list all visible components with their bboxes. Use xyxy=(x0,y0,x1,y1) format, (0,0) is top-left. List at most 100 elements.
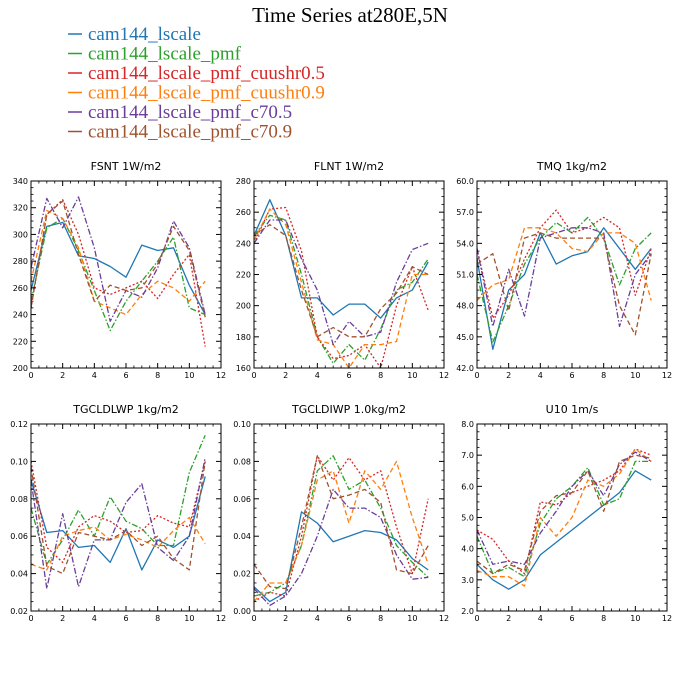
series-line xyxy=(254,208,429,368)
series-line xyxy=(31,461,206,564)
x-tick-label: 2 xyxy=(506,371,511,380)
series-line xyxy=(477,232,652,336)
series-line xyxy=(31,199,206,347)
series-line xyxy=(477,451,652,565)
y-tick-label: 0.02 xyxy=(10,607,28,616)
legend-label: cam144_lscale_pmf xyxy=(88,44,242,65)
series-line xyxy=(31,434,206,565)
legend-label: cam144_lscale_pmf_c70.9 xyxy=(88,122,292,143)
x-tick-label: 2 xyxy=(506,614,511,623)
x-tick-label: 4 xyxy=(538,371,543,380)
y-tick-label: 0.12 xyxy=(10,420,28,429)
panel-title: TMQ 1kg/m2 xyxy=(536,160,607,173)
x-tick-label: 6 xyxy=(569,614,574,623)
x-tick-label: 8 xyxy=(378,371,383,380)
series-group xyxy=(31,434,206,590)
y-tick-label: 220 xyxy=(13,337,28,346)
y-tick-label: 0.06 xyxy=(10,532,28,541)
panel: U10 1m/s 0 2 4 6 8 10 12 2.0 3.0 4.0 5.0 6.0 7.0 8.0 xyxy=(461,403,672,623)
series-line xyxy=(254,511,429,603)
y-tick-label: 7.0 xyxy=(461,451,474,460)
y-tick-label: 240 xyxy=(13,311,28,320)
x-tick-label: 2 xyxy=(60,371,65,380)
x-tick-label: 2 xyxy=(283,371,288,380)
series-line xyxy=(477,460,652,578)
y-tick-label: 260 xyxy=(13,284,28,293)
series-line xyxy=(31,209,206,316)
plot-frame xyxy=(30,180,222,369)
legend-label: cam144_lscale xyxy=(88,24,201,45)
x-tick-label: 12 xyxy=(662,371,672,380)
series-line xyxy=(254,455,429,590)
x-tick-label: 8 xyxy=(155,371,160,380)
x-tick-label: 0 xyxy=(28,371,33,380)
x-tick-label: 6 xyxy=(123,371,128,380)
series-line xyxy=(254,206,429,368)
series-line xyxy=(31,457,206,590)
series-line xyxy=(31,217,206,332)
x-tick-label: 0 xyxy=(474,371,479,380)
y-tick-label: 180 xyxy=(236,333,251,342)
y-tick-label: 280 xyxy=(13,257,28,266)
series-group xyxy=(477,209,652,350)
legend-label: cam144_lscale_pmf_c70.5 xyxy=(88,102,292,123)
plot-frame xyxy=(476,180,668,369)
y-tick-label: 6.0 xyxy=(461,482,474,491)
series-line xyxy=(254,488,429,607)
x-tick-label: 10 xyxy=(184,614,194,623)
series-line xyxy=(477,209,652,319)
panel-title: FSNT 1W/m2 xyxy=(91,160,162,173)
series-line xyxy=(31,196,206,322)
series-line xyxy=(31,461,206,575)
series-line xyxy=(477,227,652,328)
series-line xyxy=(254,199,429,319)
y-tick-label: 260 xyxy=(236,208,251,217)
panel-title: TGCLDLWP 1kg/m2 xyxy=(72,403,178,416)
x-tick-label: 10 xyxy=(630,614,640,623)
x-tick-label: 6 xyxy=(346,371,351,380)
series-line xyxy=(477,454,652,575)
x-tick-label: 12 xyxy=(439,371,449,380)
y-tick-label: 0.08 xyxy=(233,457,251,466)
y-tick-label: 54.0 xyxy=(456,239,474,248)
y-tick-label: 160 xyxy=(236,364,251,373)
y-tick-label: 240 xyxy=(236,239,251,248)
series-group xyxy=(254,455,429,607)
x-tick-label: 6 xyxy=(569,371,574,380)
y-tick-label: 220 xyxy=(236,271,251,280)
y-tick-label: 0.10 xyxy=(233,420,251,429)
series-line xyxy=(477,470,652,590)
y-tick-label: 48.0 xyxy=(456,302,474,311)
series-line xyxy=(254,214,429,364)
y-tick-label: 8.0 xyxy=(461,420,474,429)
x-tick-label: 12 xyxy=(662,614,672,623)
y-tick-label: 0.06 xyxy=(233,495,251,504)
y-tick-label: 0.00 xyxy=(233,607,251,616)
y-tick-label: 3.0 xyxy=(461,576,474,585)
x-tick-label: 8 xyxy=(601,371,606,380)
panel-title: TGCLDIWP 1.0kg/m2 xyxy=(291,403,406,416)
y-tick-label: 340 xyxy=(13,177,28,186)
legend-label: cam144_lscale_pmf_cuushr0.9 xyxy=(88,83,325,104)
y-tick-label: 5.0 xyxy=(461,514,474,523)
panel: TGCLDIWP 1.0kg/m2 0 2 4 6 8 10 12 0.00 0.02 0.04 0.… xyxy=(233,403,449,623)
y-tick-label: 2.0 xyxy=(461,607,474,616)
panel-title: FLNT 1W/m2 xyxy=(314,160,384,173)
y-tick-label: 57.0 xyxy=(456,208,474,217)
x-tick-label: 12 xyxy=(216,614,226,623)
x-tick-label: 2 xyxy=(60,614,65,623)
y-tick-label: 200 xyxy=(236,302,251,311)
panel: FSNT 1W/m2 0 2 4 6 8 10 12 200 220 240 260 280 300 320… xyxy=(13,160,226,380)
panel-title: U10 1m/s xyxy=(546,403,599,416)
x-tick-label: 4 xyxy=(92,614,97,623)
figure-title: Time Series at280E,5N xyxy=(252,3,448,27)
x-tick-label: 4 xyxy=(315,371,320,380)
y-tick-label: 300 xyxy=(13,230,28,239)
y-tick-label: 42.0 xyxy=(456,364,474,373)
y-tick-label: 45.0 xyxy=(456,333,474,342)
x-tick-label: 0 xyxy=(251,371,256,380)
series-line xyxy=(31,516,206,571)
panel: TGCLDLWP 1kg/m2 0 2 4 6 8 10 12 0.02 0.04 0.06 0.08… xyxy=(10,403,226,623)
